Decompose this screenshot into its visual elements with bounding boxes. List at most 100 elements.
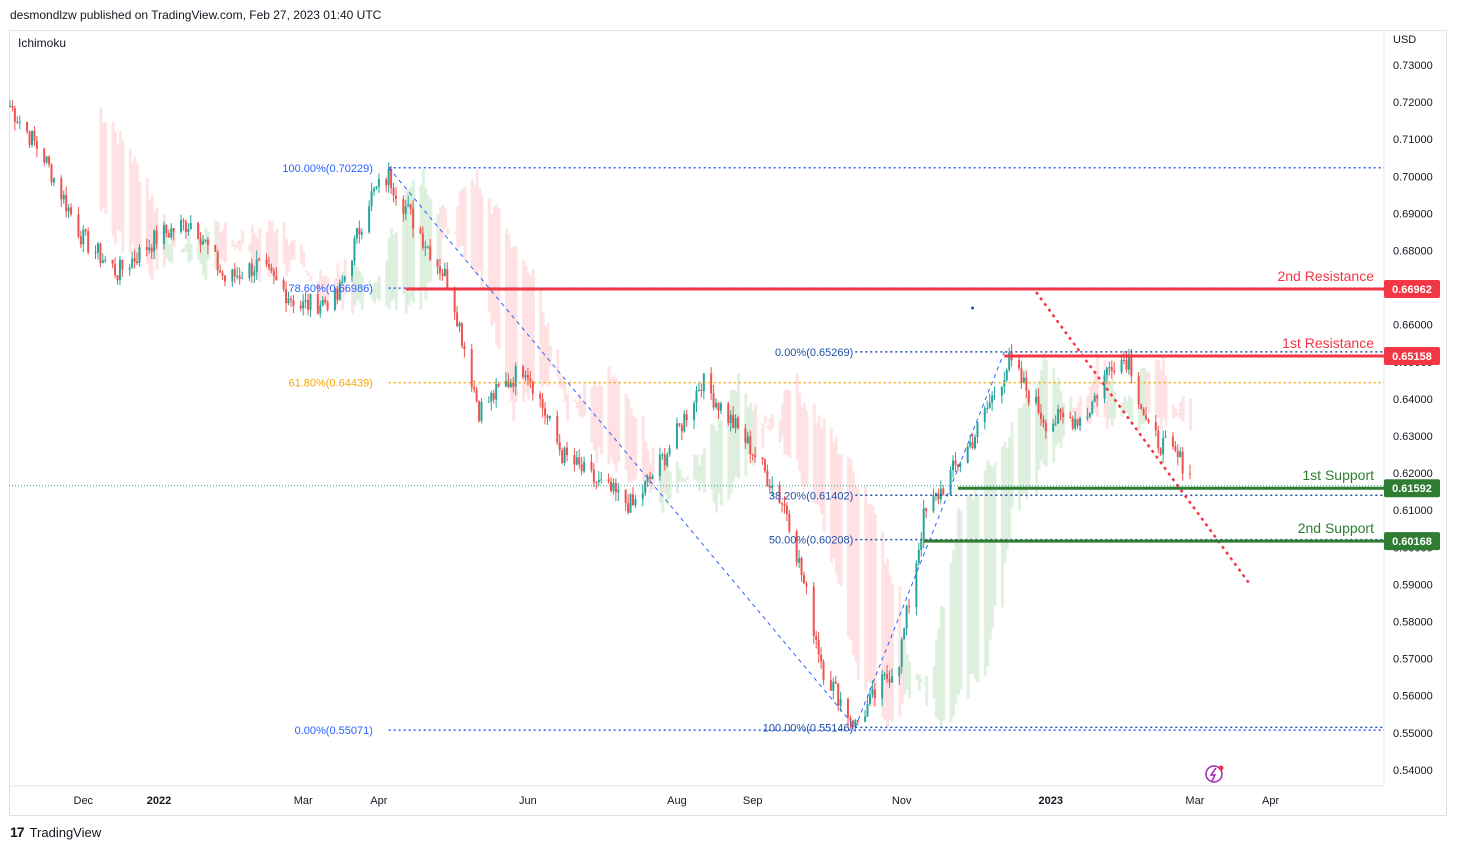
cloud-segment	[375, 281, 379, 299]
candle-body	[116, 275, 119, 281]
candle-body	[360, 232, 363, 235]
cloud-segment	[270, 221, 274, 276]
candle-body	[402, 198, 405, 214]
cloud-segment	[1044, 360, 1048, 467]
cloud-segment	[531, 269, 535, 387]
cloud-segment	[150, 194, 154, 281]
cloud-segment	[184, 243, 188, 252]
cloud-segment	[250, 224, 254, 271]
cloud-segment	[111, 121, 115, 237]
indicator-label[interactable]: Ichimoku	[18, 36, 67, 50]
cloud-segment	[712, 425, 716, 504]
candle-body	[351, 260, 354, 277]
cloud-segment	[600, 386, 604, 455]
cloud-segment	[319, 269, 323, 304]
candle-body	[678, 423, 681, 426]
level-name-label: 2nd Support	[1298, 520, 1374, 536]
cloud-segment	[607, 366, 611, 465]
flash-icon[interactable]	[1205, 765, 1224, 783]
candle-body	[898, 666, 901, 677]
candle-body	[1061, 412, 1064, 417]
cloud-segment	[1145, 370, 1149, 410]
candle-body	[492, 392, 495, 400]
candle-body	[1096, 395, 1099, 399]
candle-body	[939, 488, 942, 500]
cloud-segment	[541, 312, 545, 388]
candle-body	[761, 457, 764, 460]
candle-body	[480, 401, 483, 421]
candle-body	[99, 243, 102, 263]
candle-body	[675, 423, 678, 449]
cloud-segment	[490, 213, 494, 327]
candle-body	[854, 720, 857, 728]
cloud-segment	[419, 185, 423, 310]
candle-body	[526, 375, 529, 379]
candle-body	[1093, 395, 1096, 402]
candle-body	[974, 436, 977, 449]
cloud-segment	[285, 239, 289, 276]
x-tick-label: Sep	[743, 795, 763, 807]
candle-body	[727, 403, 730, 424]
cloud-segment	[458, 191, 462, 247]
candle-body	[219, 270, 222, 273]
fib-level-label: 100.00%(0.55146)	[763, 722, 854, 734]
cloud-segment	[216, 221, 220, 268]
candle-body	[1103, 375, 1106, 399]
candle-body	[778, 485, 781, 504]
cloud-segment	[717, 414, 721, 495]
candle-body	[783, 503, 786, 506]
candle-body	[900, 639, 903, 667]
cloud-segment	[1027, 395, 1031, 489]
candle-body	[475, 389, 478, 402]
candle-body	[781, 503, 784, 505]
candle-body	[412, 208, 415, 229]
cloud-segment	[497, 208, 501, 350]
candle-body	[566, 447, 569, 455]
cloud-segment	[1022, 402, 1026, 494]
candle-body	[216, 251, 219, 271]
y-tick-label: 0.72000	[1393, 97, 1433, 109]
candle-body	[917, 549, 920, 564]
cloud-segment	[617, 381, 621, 462]
candle-body	[839, 698, 842, 706]
candle-body	[971, 442, 974, 449]
cloud-segment	[287, 244, 291, 272]
cloud-segment	[248, 243, 252, 252]
cloud-segment	[592, 381, 596, 451]
cloud-segment	[839, 454, 843, 587]
candle-body	[1140, 404, 1143, 409]
cloud-segment	[856, 488, 860, 681]
candle-body	[324, 299, 327, 303]
cloud-segment	[1017, 408, 1021, 512]
candle-body	[326, 302, 329, 310]
candle-body	[355, 228, 358, 239]
cloud-segment	[145, 178, 149, 265]
candle-body	[798, 557, 801, 563]
footer-brand[interactable]: 17 TradingView	[10, 824, 101, 840]
y-tick-label: 0.69000	[1393, 208, 1433, 220]
candle-body	[514, 366, 517, 387]
cloud-segment	[509, 247, 513, 402]
candle-body	[614, 482, 617, 493]
cloud-segment	[463, 186, 467, 260]
cloud-segment	[148, 199, 152, 276]
candle-body	[624, 489, 627, 504]
candle-body	[136, 261, 139, 264]
chart-frame	[9, 30, 1447, 816]
candle-body	[800, 557, 803, 575]
fib-level-label: 61.80%(0.64439)	[288, 378, 372, 390]
candle-body	[712, 393, 715, 408]
candle-body	[600, 479, 603, 481]
cloud-segment	[952, 549, 956, 717]
cloud-segment	[524, 266, 528, 393]
candle-body	[206, 239, 209, 245]
candle-body	[864, 716, 867, 722]
cloud-segment	[265, 231, 269, 270]
cloud-segment	[646, 450, 650, 483]
candle-body	[275, 275, 278, 281]
candle-body	[223, 275, 226, 282]
level-price-badge-text: 0.66962	[1392, 284, 1432, 296]
candle-body	[272, 270, 275, 276]
candle-body	[62, 194, 65, 200]
